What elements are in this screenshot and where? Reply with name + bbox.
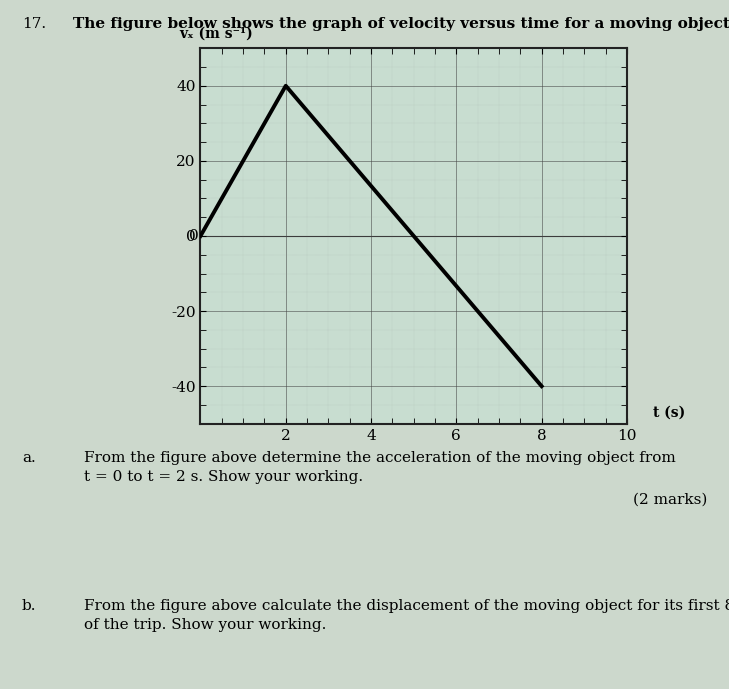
Text: From the figure above calculate the displacement of the moving object for its fi: From the figure above calculate the disp…	[84, 599, 729, 632]
Text: The figure below shows the graph of velocity versus time for a moving object.: The figure below shows the graph of velo…	[73, 17, 729, 31]
Text: 17.: 17.	[22, 17, 46, 31]
Text: From the figure above determine the acceleration of the moving object from
t = 0: From the figure above determine the acce…	[84, 451, 676, 484]
Text: 0: 0	[189, 229, 198, 243]
Text: a.: a.	[22, 451, 36, 465]
Text: (2 marks): (2 marks)	[633, 493, 707, 506]
Text: b.: b.	[22, 599, 36, 613]
Text: t (s): t (s)	[652, 406, 685, 420]
Text: vₓ (m s⁻¹): vₓ (m s⁻¹)	[179, 27, 253, 41]
